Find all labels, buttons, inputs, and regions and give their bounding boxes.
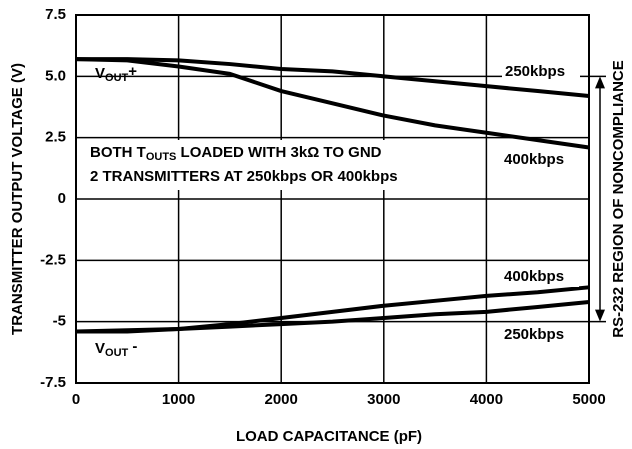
label-bg	[501, 325, 579, 345]
t: V	[95, 65, 105, 82]
x-axis-label: LOAD CAPACITANCE (pF)	[236, 428, 422, 445]
t: OUT	[105, 72, 129, 84]
arrow-head	[595, 309, 605, 322]
y-tick-label: -7.5	[40, 374, 66, 391]
x-tick-label: 3000	[367, 391, 400, 408]
y-tick-label: 7.5	[45, 6, 66, 23]
t: V	[95, 340, 105, 357]
series-line	[75, 57, 590, 150]
note-2: 2 TRANSMITTERS AT 250kbps OR 400kbps	[90, 168, 398, 185]
x-tick-label: 1000	[162, 391, 195, 408]
t: BOTH T	[90, 144, 146, 161]
vout-plus-label: VOUT+	[95, 63, 137, 84]
y-axis-label: TRANSMITTER OUTPUT VOLTAGE (V)	[9, 63, 26, 335]
series-label: 400kbps	[504, 151, 564, 168]
series-line	[76, 57, 590, 98]
label-bg	[501, 267, 579, 287]
x-tick-label: 5000	[572, 391, 605, 408]
note-bg	[84, 140, 464, 190]
y-tick-label: -2.5	[40, 251, 66, 268]
series-line	[76, 300, 590, 334]
series-label: 250kbps	[504, 326, 564, 343]
arrow-head	[595, 76, 605, 89]
label-bg	[501, 150, 579, 170]
series-label: 400kbps	[504, 268, 564, 285]
series-label: 250kbps	[505, 63, 565, 80]
y-tick-label: 5.0	[45, 67, 66, 84]
t: LOADED WITH 3kΩ TO GND	[176, 144, 381, 161]
y-tick-label: -5	[53, 313, 66, 330]
y-tick-label: 2.5	[45, 129, 66, 146]
x-tick-label: 0	[72, 391, 80, 408]
t: OUTS	[146, 151, 177, 163]
region-label: RS-232 REGION OF NONCOMPLIANCE	[610, 60, 627, 338]
plot-frame	[75, 14, 590, 384]
x-tick-label: 4000	[470, 391, 503, 408]
t: -	[128, 338, 137, 355]
y-tick-label: 0	[58, 190, 66, 207]
label-bg	[502, 62, 580, 82]
x-tick-label: 2000	[265, 391, 298, 408]
t: +	[128, 63, 137, 80]
note-1: BOTH TOUTS LOADED WITH 3kΩ TO GND	[90, 144, 382, 163]
vout-minus-label: VOUT -	[95, 338, 137, 359]
t: OUT	[105, 347, 129, 359]
